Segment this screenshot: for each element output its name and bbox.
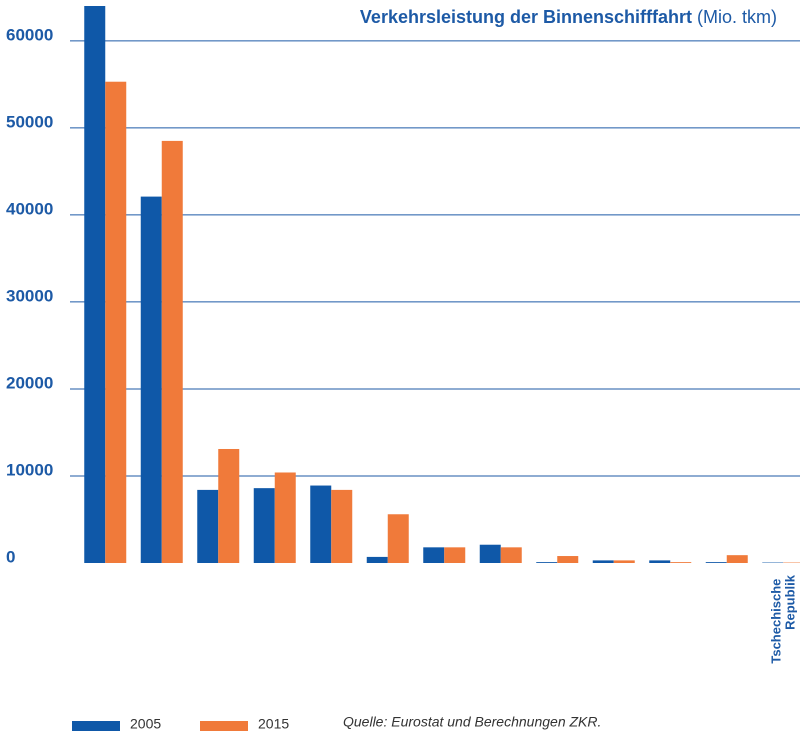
bar — [670, 562, 692, 563]
legend-swatch — [72, 721, 120, 731]
bar — [500, 547, 522, 563]
y-tick-label: 50000 — [6, 112, 53, 131]
bar — [423, 547, 445, 563]
bar — [310, 485, 332, 563]
bar — [479, 544, 501, 563]
bar — [726, 555, 748, 563]
bar — [613, 560, 635, 563]
x-tick-label: Tschechische Republik — [769, 574, 798, 663]
bar — [197, 489, 219, 563]
bar — [140, 196, 162, 563]
bar — [557, 556, 579, 563]
bar — [649, 560, 671, 563]
bar — [105, 81, 127, 563]
y-tick-label: 20000 — [6, 373, 53, 392]
chart-title: Verkehrsleistung der Binnenschifffahrt — [360, 7, 692, 27]
legend-label: 2015 — [258, 716, 289, 732]
bar — [387, 514, 409, 563]
y-tick-label: 30000 — [6, 286, 53, 305]
bar — [444, 547, 466, 563]
bar — [218, 448, 240, 563]
bar — [161, 140, 183, 563]
bar — [253, 488, 275, 563]
bar — [592, 560, 614, 563]
y-tick-label: 0 — [6, 547, 15, 566]
source-note: Quelle: Eurostat und Berechnungen ZKR. — [343, 714, 601, 730]
y-tick-label: 60000 — [6, 25, 53, 44]
bar — [84, 6, 106, 563]
bar — [705, 562, 727, 563]
y-tick-label: 40000 — [6, 199, 53, 218]
bar — [274, 472, 296, 563]
legend-swatch — [200, 721, 248, 731]
y-tick-label: 10000 — [6, 460, 53, 479]
bar — [331, 489, 353, 563]
bar — [366, 556, 388, 563]
chart-unit: (Mio. tkm) — [697, 7, 777, 27]
legend-label: 2005 — [130, 716, 161, 732]
bar — [536, 562, 558, 563]
